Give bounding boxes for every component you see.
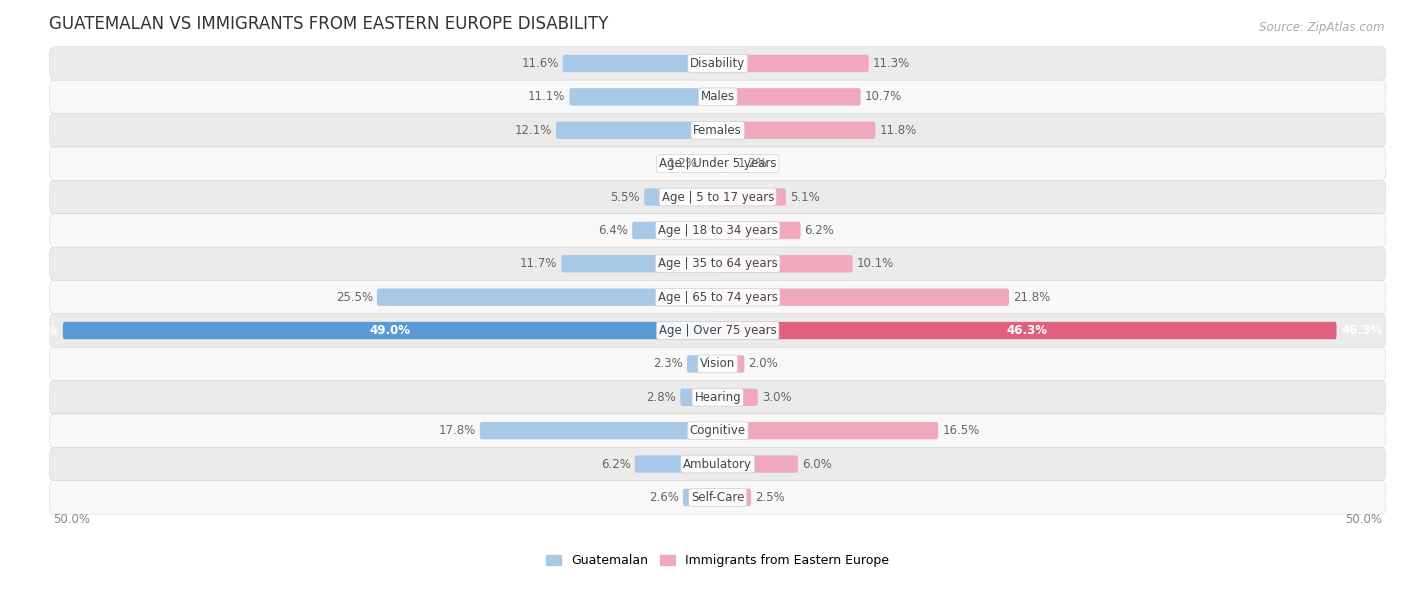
Text: 12.1%: 12.1% (515, 124, 553, 136)
Text: 11.6%: 11.6% (522, 57, 558, 70)
FancyBboxPatch shape (569, 88, 717, 105)
FancyBboxPatch shape (683, 489, 717, 506)
FancyBboxPatch shape (717, 222, 800, 239)
FancyBboxPatch shape (49, 347, 1386, 381)
Text: 17.8%: 17.8% (439, 424, 475, 437)
Text: 2.6%: 2.6% (650, 491, 679, 504)
Text: GUATEMALAN VS IMMIGRANTS FROM EASTERN EUROPE DISABILITY: GUATEMALAN VS IMMIGRANTS FROM EASTERN EU… (49, 15, 609, 33)
FancyBboxPatch shape (49, 181, 1386, 214)
Text: Age | 18 to 34 years: Age | 18 to 34 years (658, 224, 778, 237)
FancyBboxPatch shape (717, 155, 734, 173)
Text: 50.0%: 50.0% (53, 513, 90, 526)
FancyBboxPatch shape (702, 155, 717, 173)
Text: Age | 5 to 17 years: Age | 5 to 17 years (661, 190, 773, 204)
FancyBboxPatch shape (717, 188, 786, 206)
FancyBboxPatch shape (717, 355, 744, 373)
FancyBboxPatch shape (377, 288, 717, 306)
FancyBboxPatch shape (479, 422, 717, 439)
FancyBboxPatch shape (49, 47, 1386, 80)
Text: 49.0%: 49.0% (370, 324, 411, 337)
Text: 11.8%: 11.8% (879, 124, 917, 136)
FancyBboxPatch shape (717, 422, 938, 439)
FancyBboxPatch shape (49, 214, 1386, 247)
Text: Source: ZipAtlas.com: Source: ZipAtlas.com (1260, 21, 1385, 34)
FancyBboxPatch shape (688, 355, 717, 373)
FancyBboxPatch shape (555, 122, 717, 139)
Text: 5.5%: 5.5% (610, 190, 640, 204)
FancyBboxPatch shape (717, 455, 797, 472)
Text: 10.1%: 10.1% (856, 257, 894, 271)
Text: Hearing: Hearing (695, 391, 741, 404)
Text: 2.0%: 2.0% (748, 357, 778, 370)
Text: 2.8%: 2.8% (647, 391, 676, 404)
Text: 11.3%: 11.3% (873, 57, 910, 70)
Text: 3.0%: 3.0% (762, 391, 792, 404)
FancyBboxPatch shape (49, 447, 1386, 481)
Text: 46.3%: 46.3% (1007, 324, 1047, 337)
FancyBboxPatch shape (49, 481, 1386, 514)
Text: Females: Females (693, 124, 742, 136)
FancyBboxPatch shape (717, 122, 876, 139)
FancyBboxPatch shape (49, 314, 1386, 347)
FancyBboxPatch shape (717, 322, 1337, 339)
Text: 46.3%: 46.3% (1341, 324, 1384, 337)
FancyBboxPatch shape (63, 322, 717, 339)
FancyBboxPatch shape (49, 80, 1386, 114)
FancyBboxPatch shape (717, 55, 869, 72)
Text: 2.3%: 2.3% (654, 357, 683, 370)
FancyBboxPatch shape (717, 255, 852, 272)
FancyBboxPatch shape (717, 88, 860, 105)
FancyBboxPatch shape (717, 389, 758, 406)
FancyBboxPatch shape (49, 114, 1386, 147)
Text: 50.0%: 50.0% (1346, 513, 1382, 526)
Text: 6.0%: 6.0% (801, 458, 832, 471)
FancyBboxPatch shape (636, 455, 717, 472)
Text: 10.7%: 10.7% (865, 91, 903, 103)
FancyBboxPatch shape (49, 381, 1386, 414)
Text: 1.2%: 1.2% (738, 157, 768, 170)
Text: Disability: Disability (690, 57, 745, 70)
FancyBboxPatch shape (49, 414, 1386, 447)
Text: Age | 65 to 74 years: Age | 65 to 74 years (658, 291, 778, 304)
FancyBboxPatch shape (49, 247, 1386, 280)
Text: Age | 35 to 64 years: Age | 35 to 64 years (658, 257, 778, 271)
Text: Cognitive: Cognitive (690, 424, 745, 437)
Text: 16.5%: 16.5% (942, 424, 980, 437)
Text: 5.1%: 5.1% (790, 190, 820, 204)
Text: Age | Over 75 years: Age | Over 75 years (659, 324, 776, 337)
Text: 6.2%: 6.2% (600, 458, 631, 471)
Text: 1.2%: 1.2% (668, 157, 697, 170)
Text: Vision: Vision (700, 357, 735, 370)
Text: 11.7%: 11.7% (520, 257, 557, 271)
Text: 49.0%: 49.0% (17, 324, 58, 337)
Text: 6.4%: 6.4% (599, 224, 628, 237)
FancyBboxPatch shape (633, 222, 717, 239)
FancyBboxPatch shape (717, 288, 1010, 306)
FancyBboxPatch shape (561, 255, 717, 272)
FancyBboxPatch shape (49, 280, 1386, 314)
Text: 6.2%: 6.2% (804, 224, 834, 237)
FancyBboxPatch shape (717, 489, 751, 506)
Text: 2.5%: 2.5% (755, 491, 785, 504)
Text: Males: Males (700, 91, 735, 103)
Text: 11.1%: 11.1% (529, 91, 565, 103)
Text: Self-Care: Self-Care (690, 491, 744, 504)
FancyBboxPatch shape (644, 188, 717, 206)
Legend: Guatemalan, Immigrants from Eastern Europe: Guatemalan, Immigrants from Eastern Euro… (546, 554, 890, 567)
Text: 21.8%: 21.8% (1014, 291, 1050, 304)
Text: 25.5%: 25.5% (336, 291, 373, 304)
FancyBboxPatch shape (681, 389, 717, 406)
Text: Age | Under 5 years: Age | Under 5 years (659, 157, 776, 170)
FancyBboxPatch shape (562, 55, 717, 72)
FancyBboxPatch shape (49, 147, 1386, 181)
Text: Ambulatory: Ambulatory (683, 458, 752, 471)
